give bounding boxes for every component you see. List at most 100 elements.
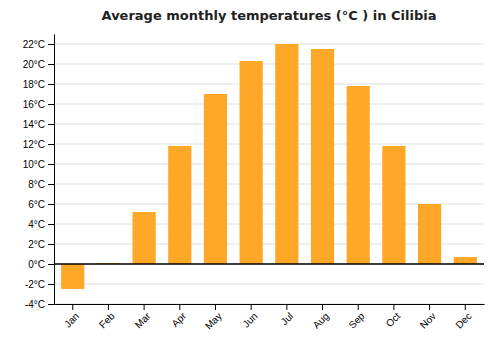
bar <box>240 61 263 264</box>
x-tick: Dec <box>453 304 473 331</box>
grid-line <box>54 164 484 165</box>
y-tick: 2°C <box>28 239 54 250</box>
y-tick: 18°C <box>23 79 54 90</box>
bar <box>382 146 405 264</box>
x-tick-label: Jun <box>240 310 259 329</box>
bar <box>168 146 191 264</box>
x-axis-line <box>55 304 485 305</box>
zero-line <box>54 263 484 265</box>
y-tick-label: 16°C <box>23 99 45 110</box>
y-tick: 22°C <box>23 39 54 50</box>
y-tick-mark <box>48 244 54 245</box>
x-tick: Feb <box>97 304 117 330</box>
grid-line <box>54 144 484 145</box>
x-tick-mark <box>72 304 73 310</box>
x-tick-mark <box>465 304 466 310</box>
x-tick: Mar <box>133 304 153 330</box>
y-tick: 16°C <box>23 99 54 110</box>
grid-line <box>54 304 484 305</box>
y-tick-mark <box>48 64 54 65</box>
x-tick-mark <box>144 304 145 310</box>
y-tick-label: -2°C <box>25 279 45 290</box>
bar <box>133 212 156 264</box>
x-tick-label: Jan <box>62 310 81 329</box>
x-tick-label: Oct <box>384 310 403 329</box>
y-tick-label: 12°C <box>23 139 45 150</box>
y-tick-mark <box>48 104 54 105</box>
bar <box>204 94 227 264</box>
y-tick-mark <box>48 144 54 145</box>
y-tick-label: 2°C <box>28 239 45 250</box>
x-tick-mark <box>286 304 287 310</box>
y-tick-mark <box>48 204 54 205</box>
x-tick: Nov <box>418 304 438 331</box>
y-tick: 6°C <box>28 199 54 210</box>
y-tick-mark <box>48 44 54 45</box>
x-tick-label: Mar <box>133 310 153 330</box>
x-tick-label: May <box>203 310 224 331</box>
y-tick: 14°C <box>23 119 54 130</box>
y-tick: 20°C <box>23 59 54 70</box>
bar <box>347 86 370 264</box>
y-tick-label: 22°C <box>23 39 45 50</box>
chart-container: -4°C-2°C0°C2°C4°C6°C8°C10°C12°C14°C16°C1… <box>0 0 500 350</box>
x-tick-mark <box>429 304 430 310</box>
plot-area <box>54 44 484 289</box>
y-tick-mark <box>48 284 54 285</box>
x-tick: Oct <box>384 304 403 329</box>
x-tick-label: Nov <box>418 310 438 330</box>
y-tick-label: -4°C <box>25 299 45 310</box>
grid-line <box>54 284 484 285</box>
x-tick-mark <box>179 304 180 310</box>
y-tick-label: 4°C <box>28 219 45 230</box>
y-tick-mark <box>48 264 54 265</box>
x-tick-label: Dec <box>453 310 473 330</box>
grid-line <box>54 44 484 45</box>
x-tick: Sep <box>346 304 367 331</box>
x-tick-mark <box>251 304 252 310</box>
y-tick-mark <box>48 164 54 165</box>
x-tick: Jun <box>240 304 259 330</box>
y-tick: 12°C <box>23 139 54 150</box>
y-tick-label: 0°C <box>28 259 45 270</box>
y-tick-mark <box>48 224 54 225</box>
grid-line <box>54 64 484 65</box>
y-tick-label: 20°C <box>23 59 45 70</box>
bar <box>311 49 334 264</box>
x-tick-mark <box>322 304 323 310</box>
title: Average monthly temperatures (°C ) in Ci… <box>102 8 437 23</box>
x-tick-label: Sep <box>346 310 367 331</box>
x-tick: Aug <box>311 304 331 331</box>
x-tick-mark <box>358 304 359 310</box>
x-tick-mark <box>108 304 109 310</box>
y-axis: -4°C-2°C0°C2°C4°C6°C8°C10°C12°C14°C16°C1… <box>23 35 55 310</box>
y-tick: 0°C <box>28 259 54 270</box>
bar <box>418 204 441 264</box>
bar <box>61 264 84 289</box>
grid-line <box>54 124 484 125</box>
x-tick-label: Aug <box>311 310 331 330</box>
x-tick-label: Feb <box>97 310 117 330</box>
y-tick-mark <box>48 84 54 85</box>
x-tick-mark <box>215 304 216 310</box>
x-tick-label: Apr <box>169 310 188 329</box>
x-tick-mark <box>393 304 394 310</box>
x-tick: Apr <box>169 304 188 329</box>
bar <box>454 257 477 264</box>
y-tick: 8°C <box>28 179 54 190</box>
x-tick: Jan <box>62 304 81 330</box>
y-tick: 4°C <box>28 219 54 230</box>
y-tick-label: 14°C <box>23 119 45 130</box>
x-tick: Jul <box>279 304 296 327</box>
y-tick-label: 6°C <box>28 199 45 210</box>
y-tick-label: 8°C <box>28 179 45 190</box>
x-tick: May <box>203 304 224 332</box>
y-axis-line <box>54 35 55 305</box>
y-tick: -4°C <box>25 299 54 310</box>
grid-line <box>54 184 484 185</box>
y-tick-mark <box>48 124 54 125</box>
x-axis: Jan Feb Mar Apr May Jun Jul Aug Sep Oct Nov Dec <box>55 304 485 332</box>
y-tick: -2°C <box>25 279 54 290</box>
bar <box>275 44 298 264</box>
y-tick-mark <box>48 184 54 185</box>
